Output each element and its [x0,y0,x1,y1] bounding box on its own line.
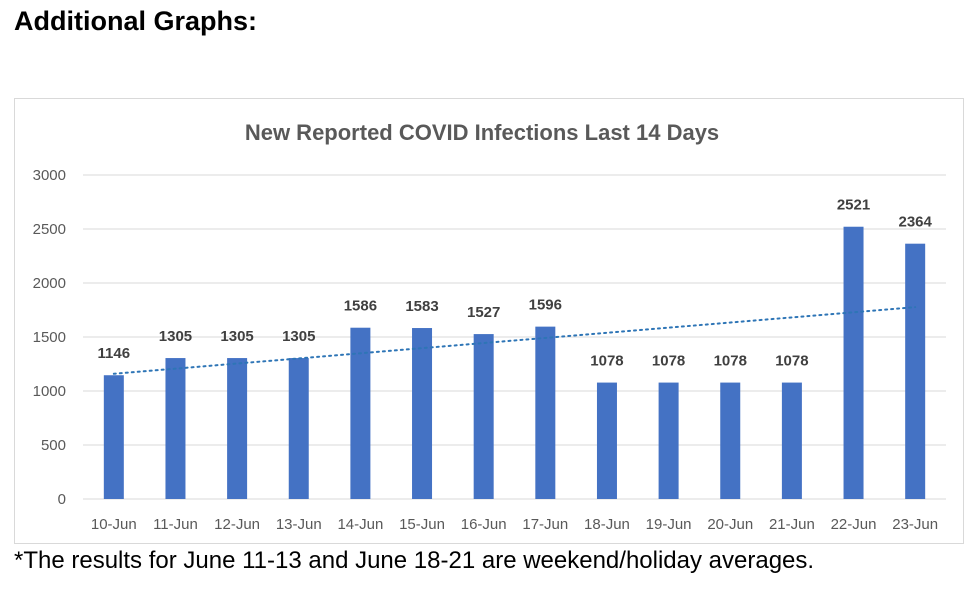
data-label: 1078 [590,353,623,370]
bars [103,226,926,499]
x-tick-label: 21-Jun [769,516,815,533]
data-label: 1305 [159,328,192,345]
x-tick-label: 18-Jun [584,516,630,533]
x-tick-label: 23-Jun [892,516,938,533]
gridlines [83,174,946,500]
y-tick-label: 2500 [33,221,66,238]
data-label: 1078 [775,353,808,370]
bar-chart: New Reported COVID Infections Last 14 Da… [33,120,946,533]
bar [535,326,556,499]
y-tick-label: 1500 [33,329,66,346]
bar [781,382,802,499]
bar [227,358,248,499]
trendline-path [112,306,917,375]
x-tick-label: 15-Jun [399,516,445,533]
x-tick-label: 14-Jun [337,516,383,533]
x-tick-label: 20-Jun [707,516,753,533]
y-tick-label: 3000 [33,167,66,184]
x-tick-label: 19-Jun [646,516,692,533]
bar [165,358,186,499]
y-tick-label: 1000 [33,383,66,400]
bar [720,382,741,499]
data-label: 1527 [467,304,500,321]
x-tick-label: 12-Jun [214,516,260,533]
x-tick-label: 13-Jun [276,516,322,533]
data-label: 2521 [837,197,870,214]
footnote: *The results for June 11-13 and June 18-… [14,547,815,574]
y-tick-label: 2000 [33,275,66,292]
data-label: 1078 [714,353,747,370]
bar [473,334,494,499]
data-label: 1586 [344,298,377,315]
y-tick-label: 500 [41,437,66,454]
bar [596,382,617,499]
x-tick-label: 17-Jun [522,516,568,533]
y-tick-label: 0 [58,491,66,508]
page-heading: Additional Graphs: [14,6,257,36]
x-tick-label: 10-Jun [91,516,137,533]
data-label: 2364 [898,214,932,231]
bar [658,382,679,499]
data-label: 1305 [220,328,253,345]
bar [103,375,124,499]
y-axis-ticks: 0 500 1000 1500 2000 2500 3000 [33,167,66,508]
bar [288,358,309,499]
x-axis-ticks: 10-Jun 11-Jun 12-Jun 13-Jun 14-Jun 15-Jun 16-J… [91,516,938,533]
data-label: 1583 [405,298,438,315]
x-tick-label: 22-Jun [831,516,877,533]
bar [350,327,371,499]
x-tick-label: 16-Jun [461,516,507,533]
data-label: 1305 [282,328,315,345]
data-labels: 1146 1305 1305 1305 1586 1583 1527 1596 1078 1078… [98,197,933,370]
bar [905,243,926,499]
bar [412,328,433,499]
chart-title: New Reported COVID Infections Last 14 Da… [245,120,719,145]
bar [843,226,864,499]
trendline [112,306,917,375]
data-label: 1596 [529,297,562,314]
data-label: 1078 [652,353,685,370]
data-label: 1146 [98,345,131,362]
x-tick-label: 11-Jun [153,516,198,533]
